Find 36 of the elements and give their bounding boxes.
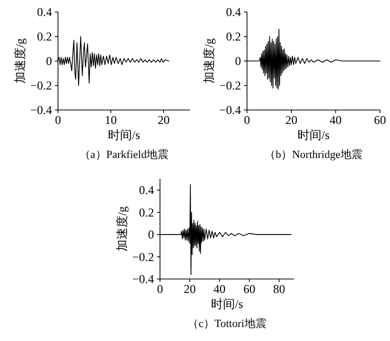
- y-tick-label: −0.4: [219, 103, 241, 117]
- y-tick-label: −0.4: [132, 272, 154, 286]
- text: （c）Tottori地震: [188, 317, 266, 330]
- x-tick-label: 20: [184, 282, 196, 296]
- y-tick-label: 0: [148, 228, 154, 242]
- x-axis-title: 时间/s: [297, 128, 330, 142]
- y-tick-label: −0.2: [30, 78, 52, 92]
- text: （b）Northridge地震: [264, 148, 362, 161]
- x-tick-label: 0: [157, 282, 163, 296]
- y-tick-label: −0.2: [132, 250, 154, 264]
- x-tick-label: 20: [158, 113, 170, 127]
- x-tick-label: 10: [104, 113, 117, 127]
- y-tick-label: 0.4: [139, 183, 154, 198]
- y-axis-title: 加速度/g: [202, 38, 216, 84]
- y-tick-label: 0: [46, 54, 52, 68]
- x-tick-label: 60: [374, 113, 386, 127]
- x-tick-label: 40: [330, 113, 342, 127]
- x-tick-label: 80: [273, 282, 286, 296]
- y-tick-label: 0.4: [226, 5, 241, 19]
- x-tick-label: 40: [214, 282, 226, 296]
- x-axis-title: 时间/s: [210, 297, 244, 311]
- y-tick-label: −0.4: [30, 103, 52, 117]
- x-tick-label: 0: [55, 113, 61, 127]
- x-tick-label: 60: [243, 282, 256, 296]
- y-tick-label: 0: [235, 54, 241, 68]
- y-axis-title: 加速度/g: [115, 206, 129, 252]
- y-tick-label: 0.2: [37, 30, 52, 44]
- y-tick-label: 0.2: [226, 30, 241, 44]
- x-tick-label: 20: [285, 113, 298, 127]
- y-axis-title: 加速度/g: [13, 38, 27, 84]
- y-tick-label: 0.2: [139, 205, 154, 220]
- y-tick-label: 0.4: [37, 5, 52, 19]
- x-tick-label: 0: [244, 113, 250, 127]
- y-tick-label: −0.2: [219, 78, 241, 92]
- text: （a）Parkfield地震: [79, 148, 169, 161]
- x-axis-title: 时间/s: [108, 128, 140, 142]
